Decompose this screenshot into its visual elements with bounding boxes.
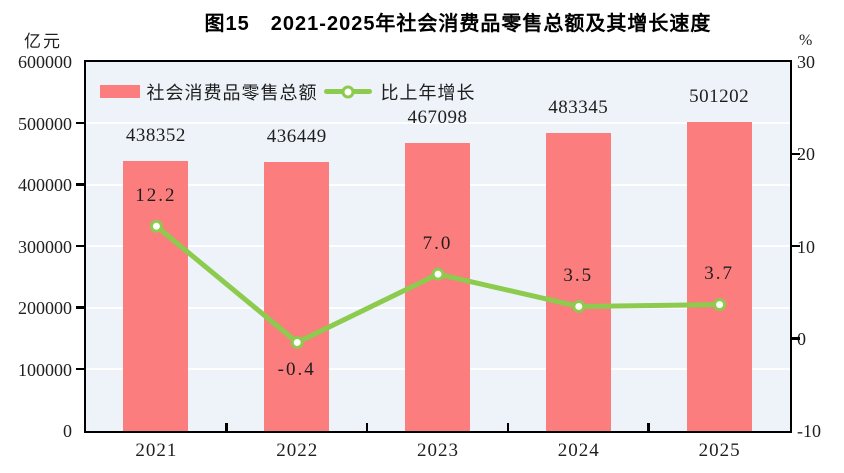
bar-series-legend-swatch (99, 85, 140, 98)
left-axis-tick (75, 183, 84, 186)
left-axis-tick (75, 306, 84, 309)
left-axis-tick-label: 600000 (18, 52, 72, 72)
right-axis-tick (791, 244, 800, 248)
growth-value-label: 7.0 (422, 232, 453, 254)
line-marker (149, 219, 163, 233)
right-axis-tick-label: 10 (797, 236, 815, 257)
left-axis-tick-label: 0 (63, 421, 72, 441)
right-axis-tick-label: 20 (797, 144, 815, 165)
left-axis-tick (75, 367, 84, 371)
left-axis-tick (75, 121, 84, 125)
x-axis-category-label: 2022 (276, 440, 319, 461)
line-series-legend-sample (323, 85, 372, 98)
growth-value-label: 3.5 (563, 264, 594, 286)
right-axis-tick (791, 337, 800, 340)
bar (264, 162, 330, 431)
growth-value-label: 3.7 (704, 263, 734, 285)
x-axis-category-label: 2025 (698, 440, 741, 461)
x-axis-category-label: 2024 (557, 440, 600, 461)
bar-value-label: 483345 (548, 97, 609, 119)
x-axis-tick (506, 422, 510, 431)
line-marker (290, 335, 304, 349)
growth-value-label: 12.2 (135, 184, 177, 206)
gridline (85, 122, 790, 124)
bar (123, 160, 189, 431)
left-axis-tick (75, 244, 84, 248)
x-axis-tick (225, 422, 228, 431)
line-series-legend-marker-icon (341, 85, 354, 98)
line-marker (431, 267, 444, 281)
x-axis-category-label: 2023 (416, 440, 459, 461)
plot-area: 438352 436449 467098 483345 501202 12.2 -0.4 7.… (75, 59, 800, 433)
line-marker (712, 297, 726, 311)
x-axis-tick (647, 422, 650, 431)
x-axis-labels: 2021 2022 2023 2024 2025 (86, 438, 790, 462)
legend: 社会消费品零售总额 比上年增长 (99, 79, 476, 105)
line-marker (571, 299, 585, 313)
right-axis-tick-label: 0 (797, 328, 806, 349)
x-axis-tick (365, 422, 369, 431)
bar-series-legend-label: 社会消费品零售总额 (146, 82, 318, 103)
left-axis-unit: 亿元 (24, 32, 62, 51)
x-axis-category-label: 2021 (135, 440, 178, 461)
left-axis-tick-label: 300000 (18, 236, 72, 257)
line-series-legend-label: 比上年增长 (380, 82, 476, 103)
left-axis-tick-label: 400000 (18, 175, 72, 195)
left-axis-tick-label: 100000 (18, 359, 72, 380)
bar-value-label: 467098 (407, 107, 468, 129)
bar (545, 133, 611, 431)
left-axis-labels: 600000 500000 400000 300000 200000 100000 0 (0, 52, 76, 441)
right-axis-unit: % (799, 32, 813, 49)
right-axis-labels: 30 20 10 0 -10 (797, 52, 844, 441)
growth-line-svg (149, 219, 726, 349)
right-axis-tick-label: -10 (797, 421, 821, 441)
right-axis-tick-label: 30 (797, 52, 815, 72)
bar-value-label: 438352 (125, 124, 186, 146)
chart-title: 图15 2021-2025年社会消费品零售总额及其增长速度 (204, 13, 712, 35)
left-axis-tick-label: 500000 (18, 113, 72, 134)
left-axis-tick-label: 200000 (18, 298, 72, 318)
bar-value-label: 501202 (689, 86, 750, 108)
right-axis-tick (791, 152, 800, 155)
bar-value-label: 436449 (266, 126, 327, 148)
growth-value-label: -0.4 (277, 358, 316, 380)
bar (686, 122, 752, 431)
